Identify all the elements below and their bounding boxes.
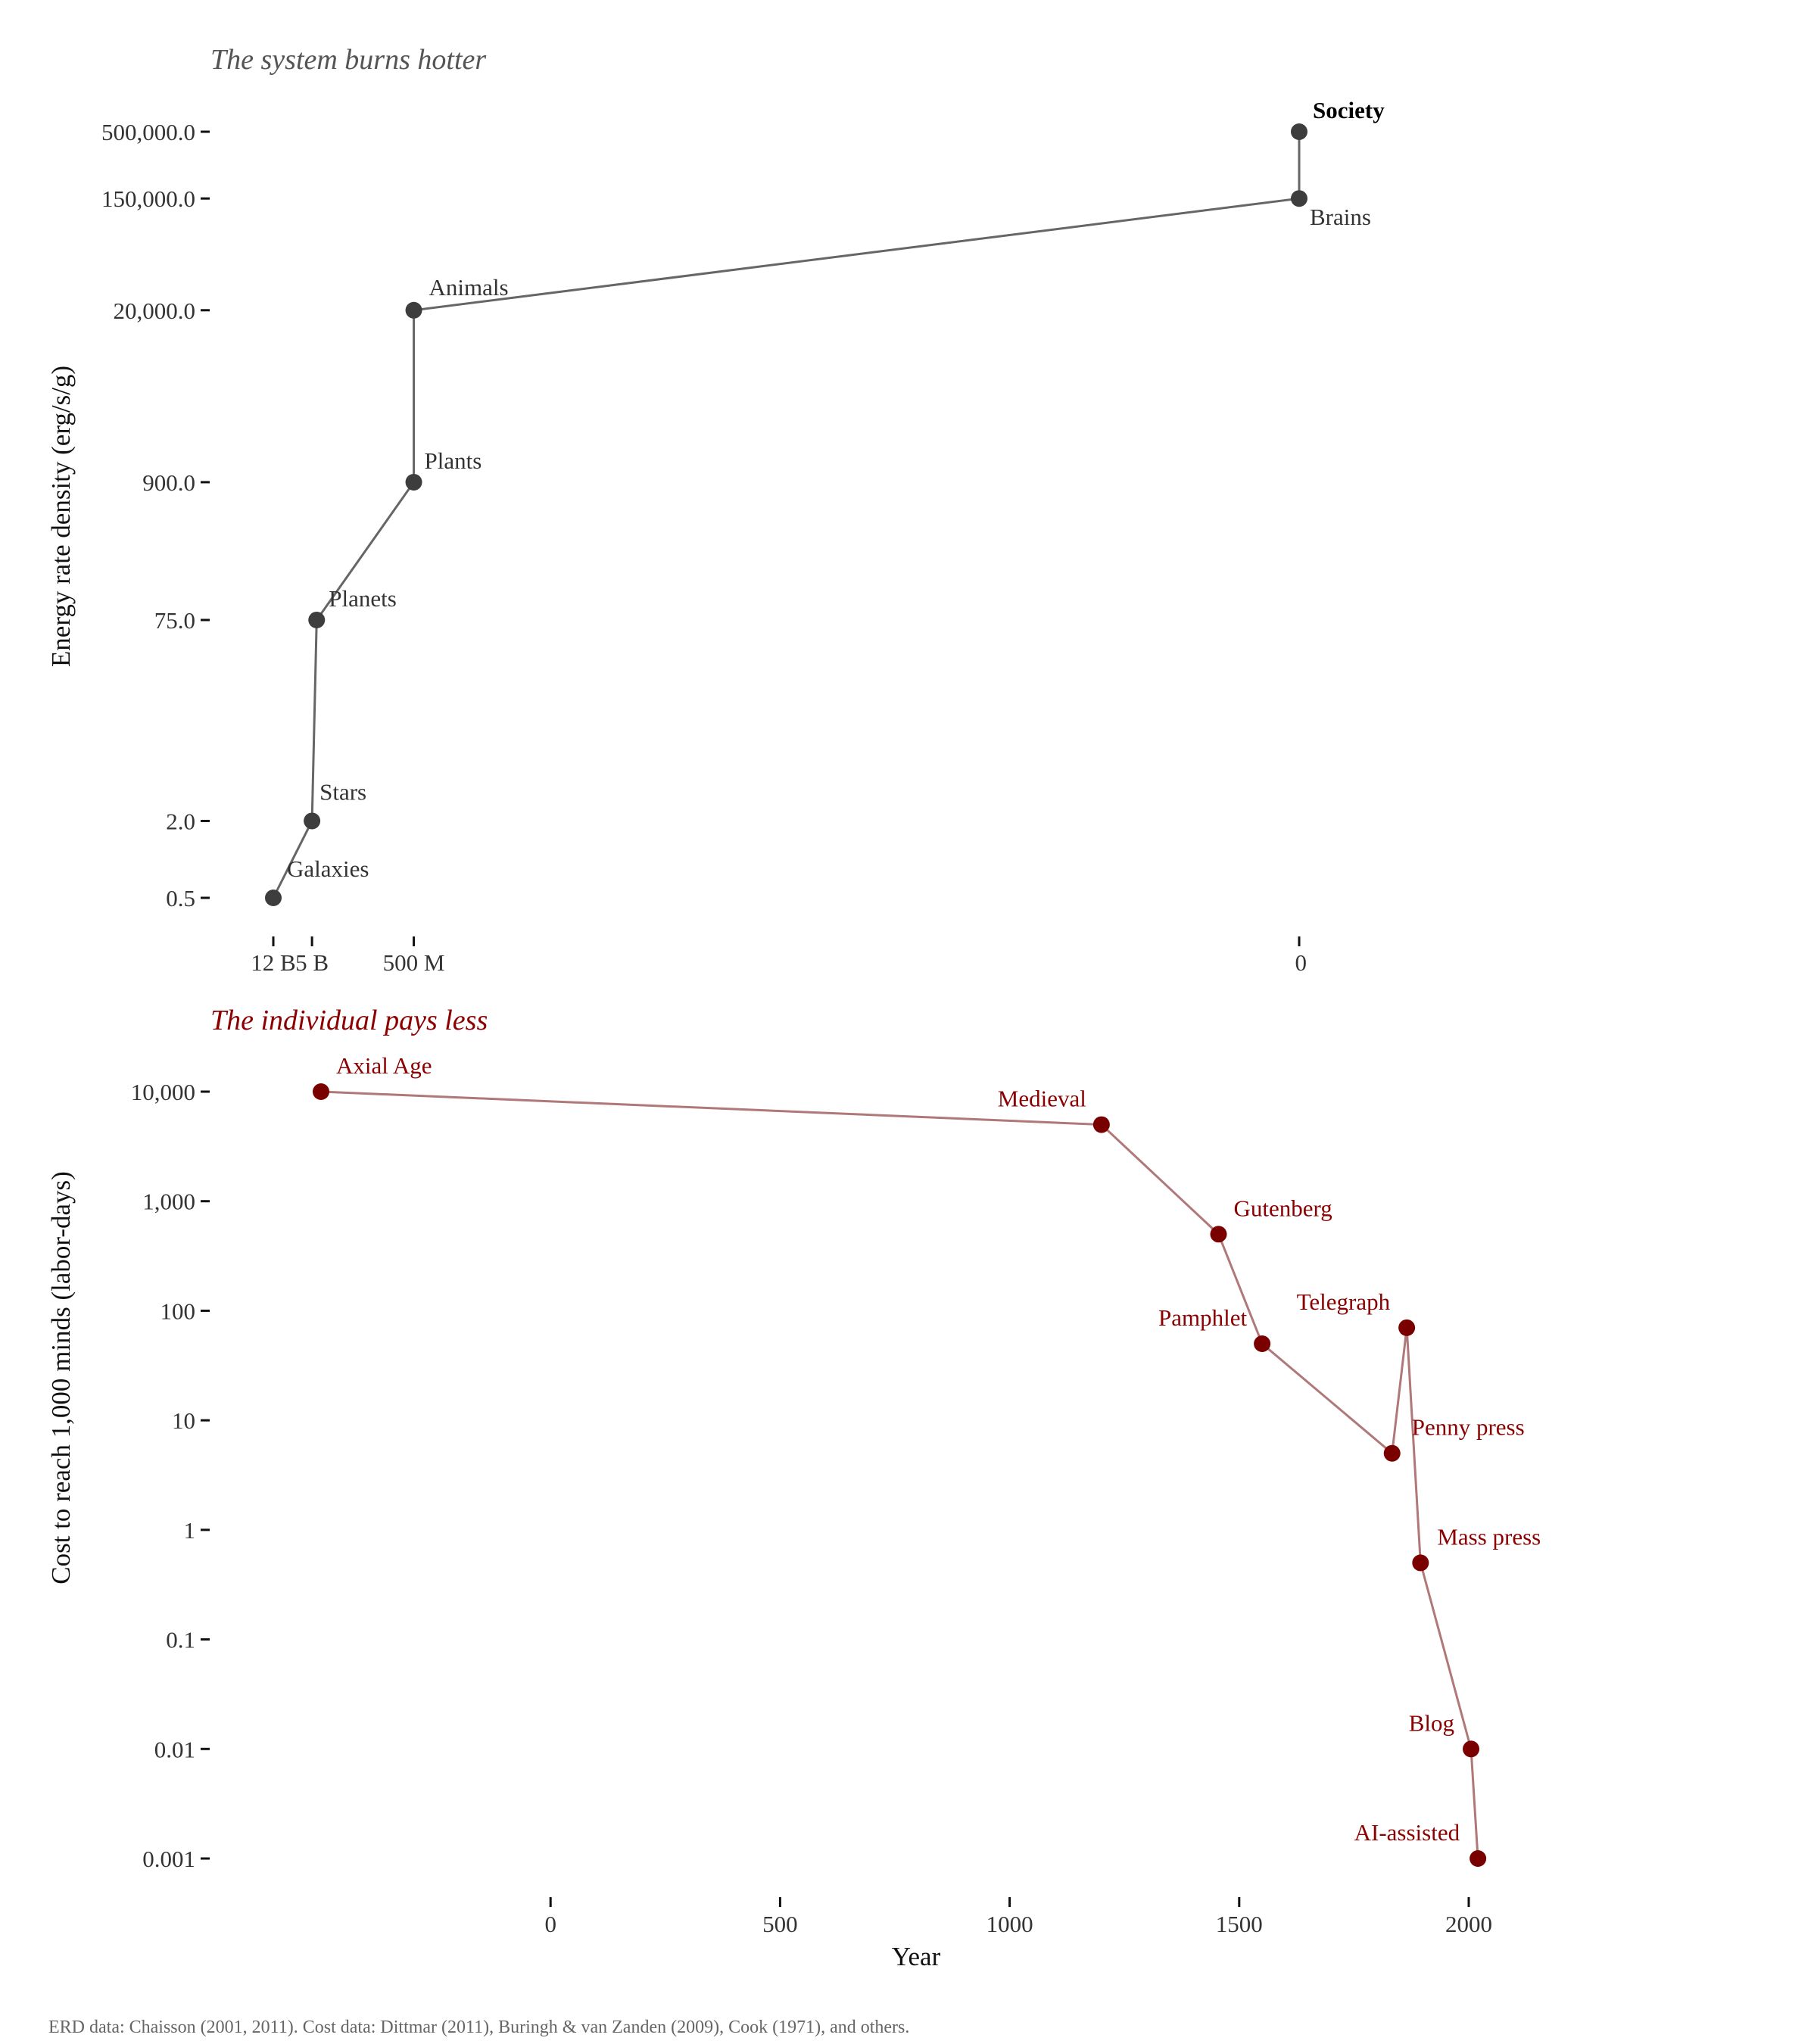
top-x-tick-label-5-b: 5 B: [295, 949, 329, 976]
top-y-tick-label-150-000-0: 150,000.0: [101, 185, 195, 212]
bottom-x-tick-label-500: 500: [762, 1911, 798, 1937]
bottom-x-axis-title: Year: [892, 1942, 941, 1971]
top-point-label-animals: Animals: [429, 274, 509, 301]
top-series-path: [272, 132, 1301, 899]
bottom-point-gutenberg: [1210, 1226, 1227, 1243]
bottom-x-tick-label-1000: 1000: [986, 1911, 1033, 1937]
bottom-series-points: Axial Age Medieval Gutenberg Pamphlet Penny …: [313, 1052, 1541, 1867]
panel-cost-to-reach: The individual pays less Cost to reach 1…: [46, 1005, 1541, 1971]
bottom-y-axis-title: Cost to reach 1,000 minds (labor-days): [46, 1171, 76, 1584]
bottom-panel-title: The individual pays less: [210, 1005, 488, 1036]
top-x-tick-label-12-b: 12 B: [251, 949, 295, 976]
bottom-point-label-penny-press: Penny press: [1412, 1414, 1525, 1441]
top-point-label-brains: Brains: [1310, 204, 1371, 230]
top-y-tick-label-75-0: 75.0: [154, 607, 195, 634]
bottom-point-label-mass-press: Mass press: [1437, 1523, 1541, 1550]
top-point-brains: [1291, 190, 1307, 207]
bottom-x-tick-label-2000: 2000: [1445, 1911, 1492, 1937]
bottom-point-label-blog: Blog: [1409, 1709, 1454, 1736]
bottom-point-axial-age: [313, 1083, 329, 1100]
top-point-label-society: Society: [1313, 97, 1385, 123]
top-series-points: Galaxies Stars Planets Plants Animals Brains S…: [265, 97, 1385, 906]
bottom-y-tick-label-0-01: 0.01: [154, 1736, 195, 1762]
top-point-plants: [405, 473, 422, 491]
bottom-y-tick-label-100: 100: [161, 1298, 196, 1324]
top-y-tick-label-20-000-0: 20,000.0: [114, 298, 196, 324]
top-series-line: [272, 132, 1301, 899]
top-y-axis-title: Energy rate density (erg/s/g): [46, 366, 76, 667]
bottom-point-label-gutenberg: Gutenberg: [1234, 1195, 1332, 1221]
bottom-point-label-ai-assisted: AI-assisted: [1354, 1819, 1460, 1846]
bottom-point-label-medieval: Medieval: [998, 1086, 1086, 1112]
top-point-galaxies: [265, 890, 282, 906]
top-y-tick-label-2-0: 2.0: [166, 808, 195, 834]
bottom-y-tick-label-10-000: 10,000: [131, 1079, 195, 1105]
top-panel-title: The system burns hotter: [210, 44, 486, 76]
bottom-point-penny-press: [1383, 1444, 1401, 1462]
top-x-tick-label-0: 0: [1295, 949, 1307, 976]
top-y-axis: 0.5 2.0 75.0 900.0 20,000.0 150,000.0 500,000.…: [101, 119, 210, 911]
top-y-tick-label-500-000-0: 500,000.0: [101, 119, 195, 145]
top-point-society: [1291, 123, 1307, 140]
bottom-y-tick-label-1-000: 1,000: [142, 1189, 195, 1215]
bottom-y-axis: 0.001 0.01 0.1 1 10 100 1,000 10,000: [131, 1079, 210, 1872]
bottom-x-tick-label-0: 0: [544, 1911, 556, 1937]
bottom-y-tick-label-1: 1: [184, 1517, 196, 1544]
top-point-label-plants: Plants: [425, 447, 482, 474]
bottom-y-tick-label-0-001: 0.001: [142, 1846, 195, 1872]
bottom-point-pamphlet: [1254, 1335, 1271, 1352]
top-point-label-stars: Stars: [319, 778, 366, 805]
bottom-y-tick-label-10: 10: [172, 1407, 195, 1434]
bottom-y-tick-label-0-1: 0.1: [166, 1627, 195, 1653]
top-x-tick-label-500-m: 500 M: [383, 949, 445, 976]
top-point-label-galaxies: Galaxies: [287, 855, 369, 882]
bottom-point-mass-press: [1412, 1554, 1429, 1572]
top-point-planets: [308, 611, 326, 628]
top-point-label-planets: Planets: [329, 585, 397, 612]
bottom-point-label-pamphlet: Pamphlet: [1158, 1304, 1247, 1331]
top-point-animals: [405, 301, 422, 319]
bottom-point-medieval: [1092, 1116, 1110, 1133]
bottom-point-label-telegraph: Telegraph: [1297, 1288, 1391, 1315]
top-point-stars: [304, 812, 321, 830]
bottom-point-blog: [1463, 1740, 1480, 1758]
bottom-point-label-axial-age: Axial Age: [336, 1052, 432, 1079]
top-y-tick-label-0-5: 0.5: [166, 885, 195, 911]
bottom-point-telegraph: [1398, 1319, 1416, 1336]
source-caption: ERD data: Chaisson (2001, 2011). Cost da…: [48, 2018, 909, 2037]
top-y-tick-label-900-0: 900.0: [142, 469, 195, 496]
bottom-x-tick-label-1500: 1500: [1216, 1911, 1263, 1937]
bottom-point-ai-assisted: [1469, 1850, 1487, 1867]
panel-energy-rate-density: The system burns hotter Energy rate dens…: [46, 44, 1385, 976]
bottom-x-axis: 0 500 1000 1500 2000: [544, 1897, 1492, 1937]
